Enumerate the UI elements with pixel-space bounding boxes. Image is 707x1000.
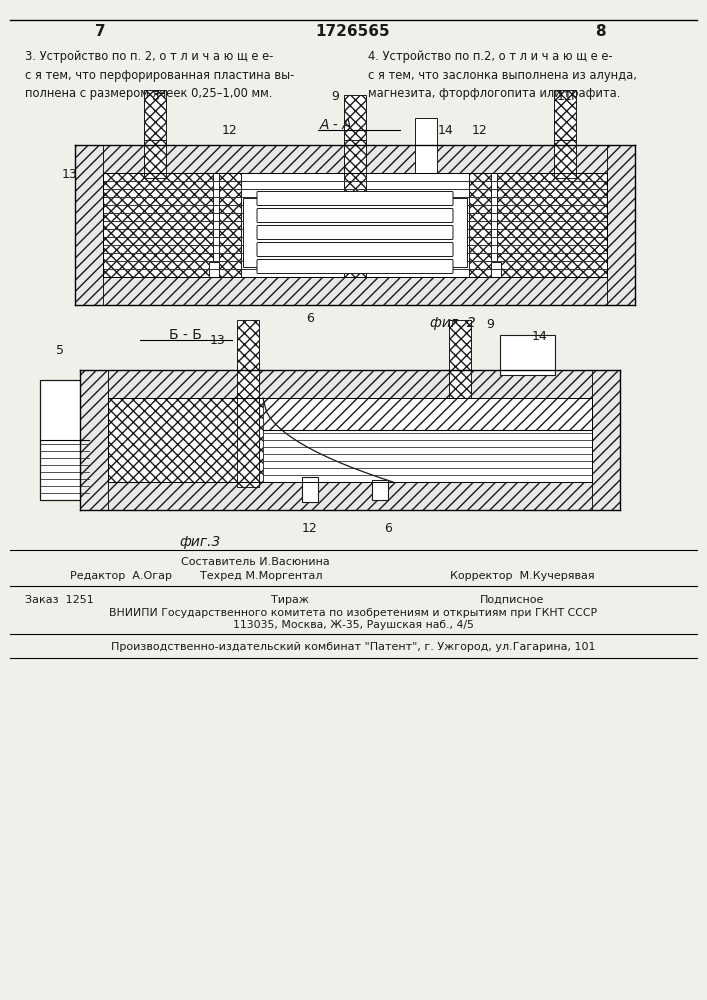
Text: 6: 6	[306, 312, 314, 326]
Bar	[554, 140, 576, 178]
Bar	[108, 398, 263, 482]
Text: 6: 6	[384, 522, 392, 534]
Text: Составитель И.Васюнина: Составитель И.Васюнина	[180, 557, 329, 567]
Text: 3: 3	[151, 91, 159, 104]
Text: 9: 9	[331, 91, 339, 104]
Text: Техред М.Моргентал: Техред М.Моргентал	[200, 571, 322, 581]
Bar	[144, 90, 166, 160]
Bar	[344, 95, 366, 160]
Text: фиг.3: фиг.3	[180, 535, 221, 549]
Text: 3. Устройство по п. 2, о т л и ч а ю щ е е-
с я тем, что перфорированная пластин: 3. Устройство по п. 2, о т л и ч а ю щ е…	[25, 50, 294, 100]
Bar	[554, 90, 576, 160]
Text: 9: 9	[486, 318, 494, 332]
Text: 14: 14	[438, 123, 454, 136]
Text: А - А: А - А	[320, 118, 353, 132]
FancyBboxPatch shape	[257, 242, 453, 256]
Bar	[243, 198, 467, 267]
Bar	[372, 480, 388, 500]
Bar	[219, 173, 241, 277]
Bar	[80, 370, 108, 510]
Text: 1726565: 1726565	[316, 24, 390, 39]
Bar	[103, 173, 607, 277]
Text: Заказ  1251: Заказ 1251	[25, 595, 94, 605]
Text: 113035, Москва, Ж-35, Раушская наб., 4/5: 113035, Москва, Ж-35, Раушская наб., 4/5	[233, 620, 474, 630]
Bar	[607, 145, 635, 305]
Text: ВНИИПИ Государственного комитета по изобретениям и открытиям при ГКНТ СССР: ВНИИПИ Государственного комитета по изоб…	[109, 608, 597, 618]
FancyBboxPatch shape	[257, 209, 453, 223]
Bar	[80, 370, 620, 398]
Text: 8: 8	[595, 24, 605, 39]
Bar	[80, 482, 620, 510]
Bar	[237, 320, 259, 487]
Bar	[500, 335, 555, 375]
Bar	[469, 173, 491, 277]
Bar	[103, 173, 213, 277]
Text: 12: 12	[302, 522, 318, 534]
Text: Тираж: Тираж	[271, 595, 309, 605]
Text: 12: 12	[222, 123, 238, 136]
Text: Корректор  М.Кучерявая: Корректор М.Кучерявая	[450, 571, 595, 581]
Text: 5: 5	[56, 344, 64, 357]
Text: Подписное: Подписное	[480, 595, 544, 605]
Bar	[144, 140, 166, 178]
Bar	[491, 262, 501, 277]
FancyBboxPatch shape	[257, 226, 453, 239]
Bar	[263, 398, 592, 430]
Bar	[75, 145, 103, 305]
Text: фиг. 2: фиг. 2	[430, 316, 476, 330]
Bar	[75, 145, 635, 173]
Text: 4. Устройство по п.2, о т л и ч а ю щ е е-
с я тем, что заслонка выполнена из ал: 4. Устройство по п.2, о т л и ч а ю щ е …	[368, 50, 637, 100]
FancyBboxPatch shape	[257, 259, 453, 273]
Bar	[415, 118, 437, 173]
Bar	[344, 140, 366, 277]
Text: 12: 12	[472, 123, 488, 136]
FancyBboxPatch shape	[257, 192, 453, 206]
Bar	[263, 398, 592, 482]
Bar	[449, 320, 471, 398]
Text: Производственно-издательский комбинат "Патент", г. Ужгород, ул.Гагарина, 101: Производственно-издательский комбинат "П…	[111, 642, 595, 652]
Bar	[40, 380, 90, 500]
Bar	[497, 173, 607, 277]
Text: 14: 14	[532, 330, 548, 344]
Bar	[302, 477, 318, 502]
Bar	[209, 262, 219, 277]
Bar	[75, 277, 635, 305]
Text: 7: 7	[95, 24, 105, 39]
Text: 13: 13	[62, 168, 78, 182]
Text: Редактор  А.Огар: Редактор А.Огар	[70, 571, 172, 581]
Text: Б - Б: Б - Б	[168, 328, 201, 342]
Bar	[592, 370, 620, 510]
Text: 11: 11	[557, 91, 573, 104]
Text: 13: 13	[210, 334, 226, 347]
